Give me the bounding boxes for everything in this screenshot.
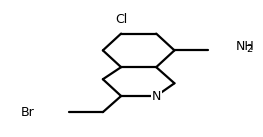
Text: NH: NH — [236, 40, 254, 53]
Text: Br: Br — [21, 106, 35, 119]
Text: Cl: Cl — [115, 13, 127, 26]
Text: N: N — [151, 89, 161, 102]
Text: 2: 2 — [246, 44, 253, 54]
